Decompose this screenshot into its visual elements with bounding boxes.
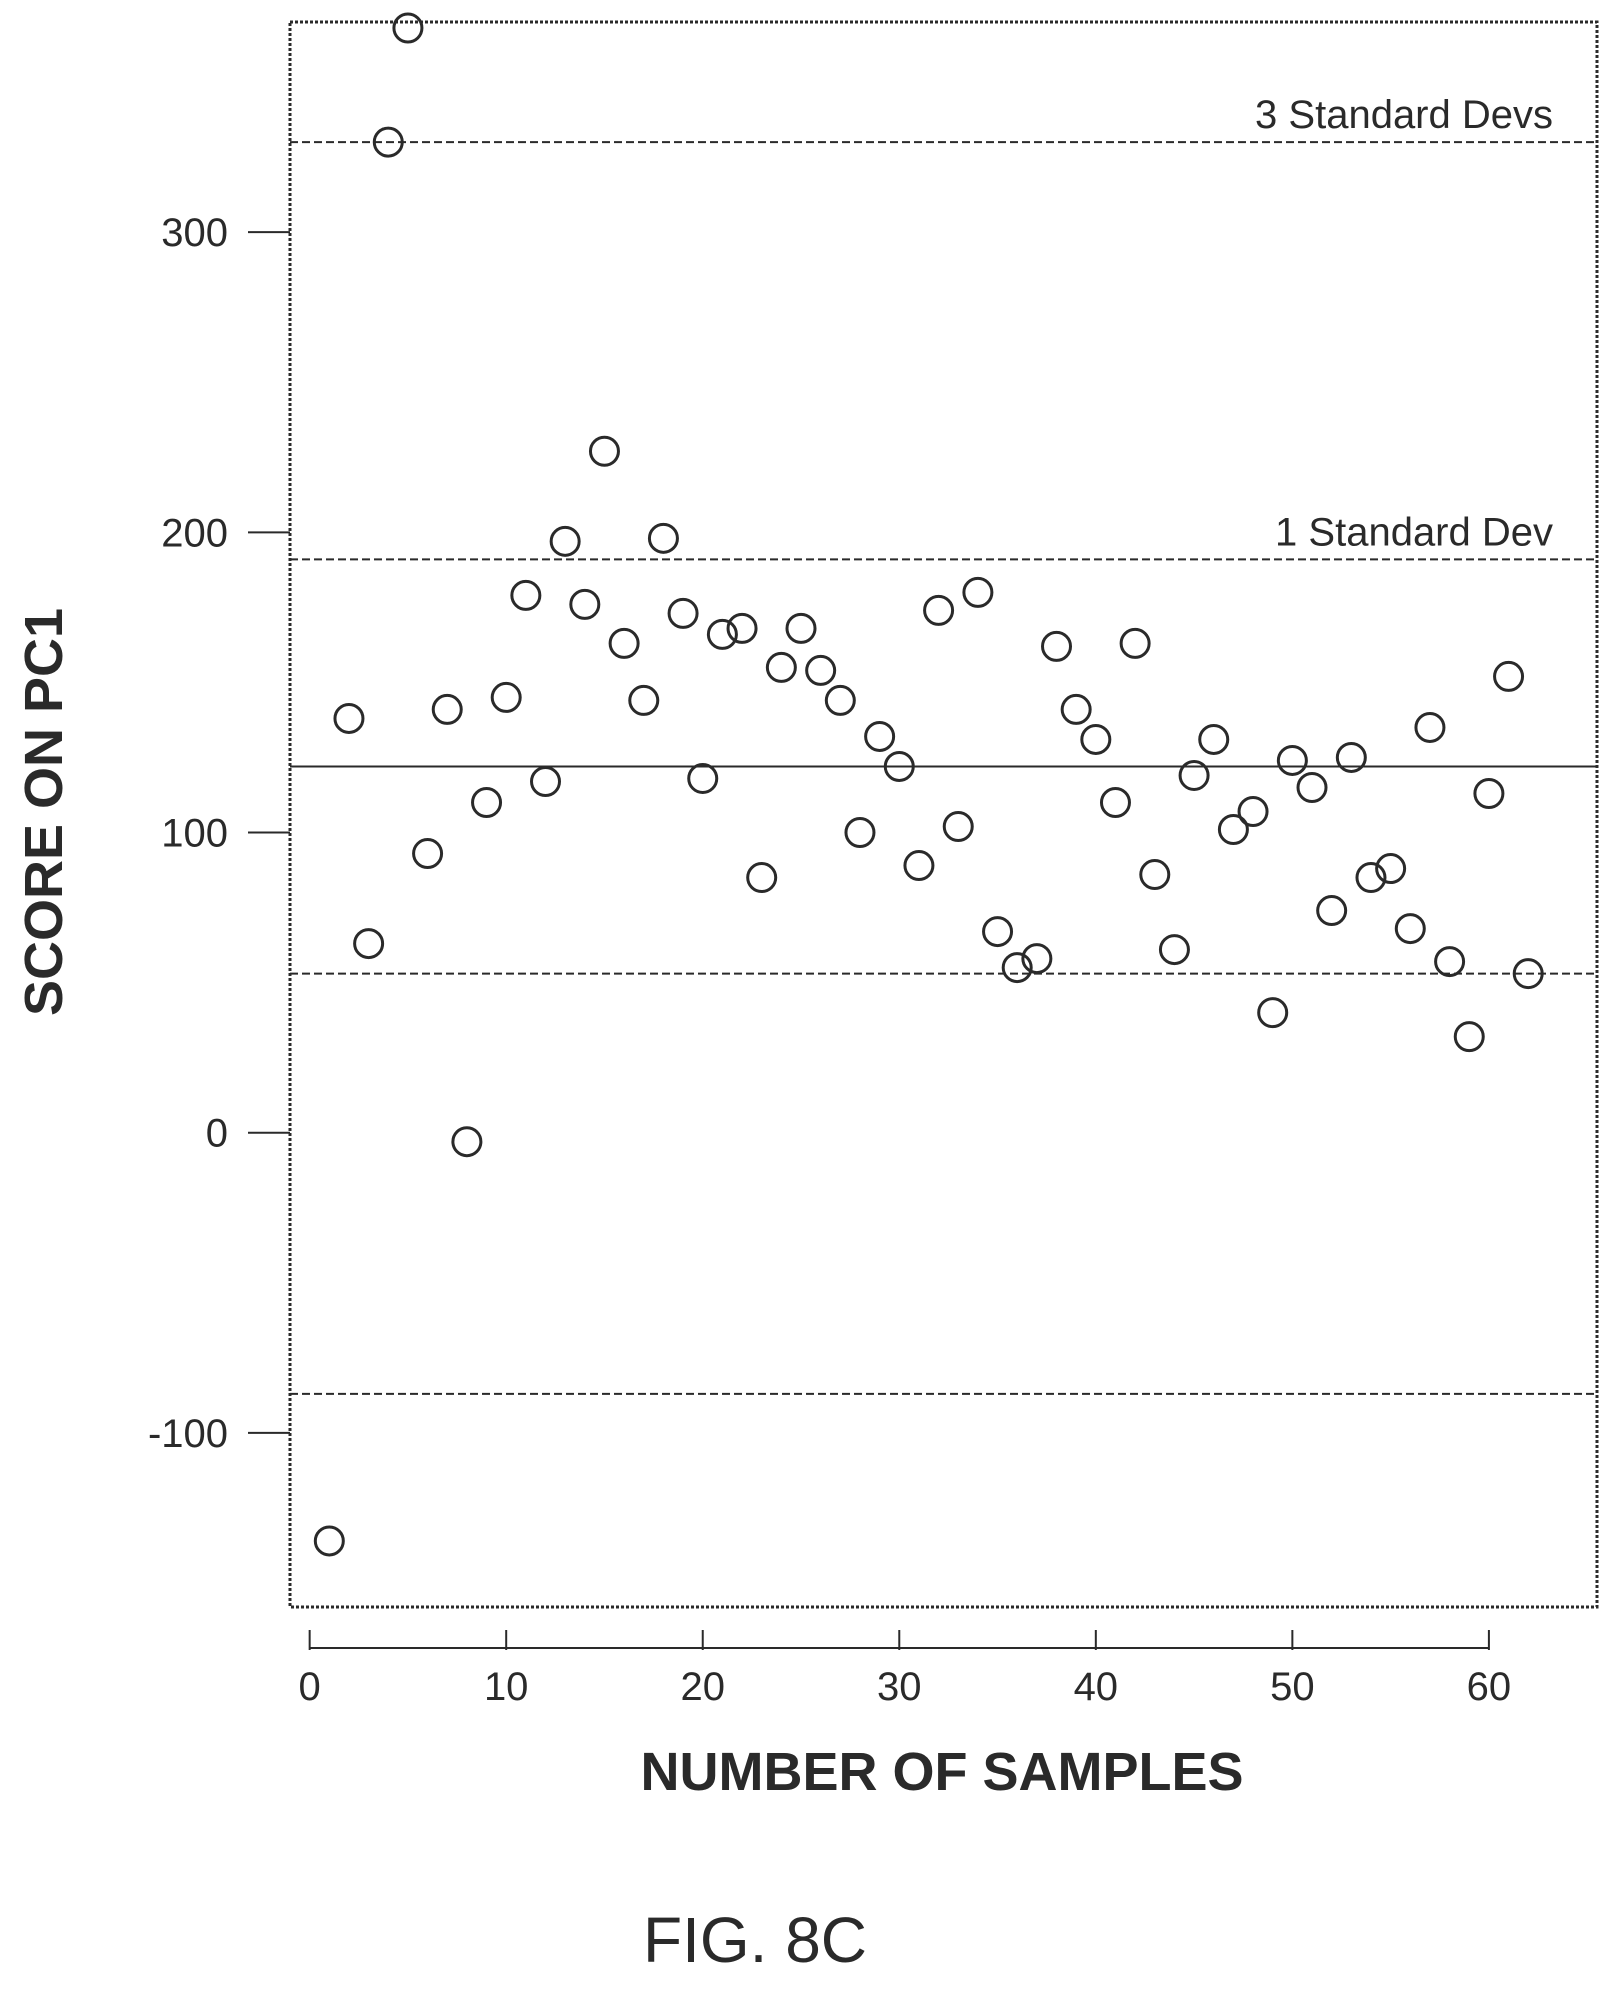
- data-point: [1001, 952, 1033, 984]
- data-point: [628, 684, 660, 716]
- data-point: [1139, 859, 1171, 891]
- data-point: [1394, 913, 1426, 945]
- data-point: [412, 838, 444, 870]
- data-point: [765, 651, 797, 683]
- x-tick-label: 20: [680, 1665, 725, 1709]
- data-point: [313, 1525, 345, 1557]
- reference-line-label: 1 Standard Dev: [1275, 510, 1553, 554]
- data-point: [667, 597, 699, 629]
- data-point: [1099, 786, 1131, 818]
- data-point: [530, 765, 562, 797]
- x-tick-label: 60: [1467, 1665, 1512, 1709]
- data-point: [706, 618, 738, 650]
- reference-line-label: 3 Standard Devs: [1255, 93, 1553, 137]
- data-point: [1257, 997, 1289, 1029]
- data-point: [471, 786, 503, 818]
- reference-labels: 3 Standard Devs 1 Standard Dev: [1255, 93, 1553, 554]
- data-point: [490, 681, 522, 713]
- data-point: [1237, 795, 1269, 827]
- data-point: [1414, 711, 1446, 743]
- data-point: [1316, 895, 1348, 927]
- data-point: [1296, 771, 1328, 803]
- figure-caption: FIG. 8C: [643, 1904, 867, 1976]
- y-tick-label: 0: [206, 1112, 228, 1156]
- data-point: [785, 612, 817, 644]
- data-point: [353, 928, 385, 960]
- x-tick-label: 10: [484, 1665, 529, 1709]
- data-point: [647, 522, 679, 554]
- data-point: [1158, 934, 1190, 966]
- y-tick-label: 100: [161, 812, 228, 856]
- data-point: [746, 862, 778, 894]
- data-point: [431, 693, 463, 725]
- data-point: [903, 850, 935, 882]
- y-axis: -100 0 100 200 300: [148, 211, 290, 1456]
- data-point: [1473, 777, 1505, 809]
- y-tick-label: -100: [148, 1412, 228, 1456]
- data-point: [1434, 946, 1466, 978]
- data-point: [608, 627, 640, 659]
- data-point: [1493, 660, 1525, 692]
- data-point: [1021, 943, 1053, 975]
- y-axis-title: SCORE ON PC1: [14, 608, 74, 1016]
- x-axis-title: NUMBER OF SAMPLES: [640, 1742, 1243, 1802]
- data-point: [1355, 862, 1387, 894]
- reference-lines: [290, 141, 1597, 1395]
- data-point: [864, 720, 896, 752]
- data-point: [588, 435, 620, 467]
- y-tick-label: 200: [161, 511, 228, 555]
- data-point: [1375, 853, 1407, 885]
- data-point: [1276, 744, 1308, 776]
- data-point: [942, 811, 974, 843]
- x-tick-label: 0: [299, 1665, 321, 1709]
- data-point: [1453, 1021, 1485, 1053]
- data-point: [1512, 958, 1544, 990]
- data-point: [883, 750, 915, 782]
- data-point: [392, 12, 424, 44]
- data-point: [333, 702, 365, 734]
- data-point: [805, 654, 837, 686]
- data-point: [1041, 630, 1073, 662]
- data-point: [1119, 627, 1151, 659]
- x-axis: 0 10 20 30 40 50 60: [299, 1630, 1512, 1709]
- data-point: [569, 588, 601, 620]
- data-point: [451, 1126, 483, 1158]
- data-point: [687, 762, 719, 794]
- data-point: [726, 612, 758, 644]
- data-point: [1178, 759, 1210, 791]
- data-point: [962, 576, 994, 608]
- data-point: [1198, 723, 1230, 755]
- data-point: [510, 579, 542, 611]
- x-tick-label: 30: [877, 1665, 922, 1709]
- data-point: [372, 126, 404, 158]
- plot-frame: [288, 20, 1599, 1609]
- data-point: [1080, 723, 1112, 755]
- data-point: [824, 684, 856, 716]
- data-point: [549, 525, 581, 557]
- data-point: [1217, 814, 1249, 846]
- x-tick-label: 40: [1074, 1665, 1119, 1709]
- data-points: [313, 12, 1544, 1557]
- data-point: [982, 916, 1014, 948]
- y-tick-label: 300: [161, 211, 228, 255]
- x-tick-label: 50: [1270, 1665, 1315, 1709]
- data-point: [1060, 693, 1092, 725]
- data-point: [844, 817, 876, 849]
- data-point: [923, 594, 955, 626]
- data-point: [1335, 741, 1367, 773]
